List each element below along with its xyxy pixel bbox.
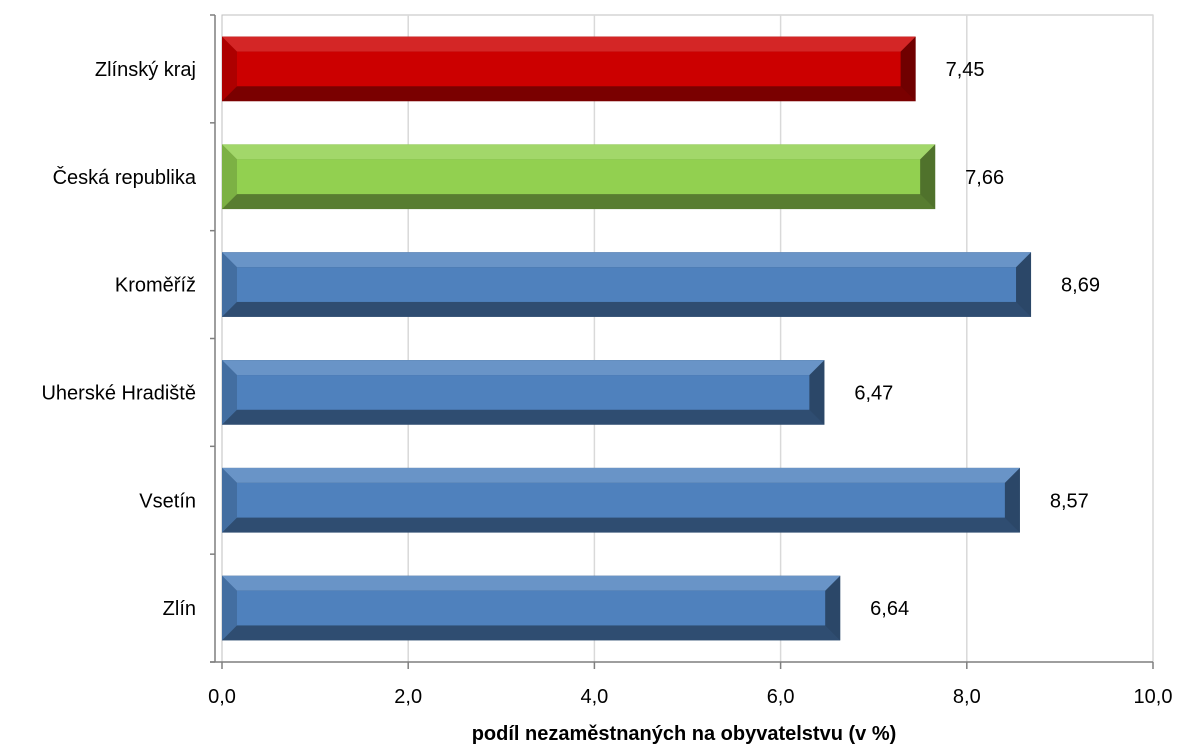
bar-face [237, 159, 921, 195]
bar [222, 467, 1020, 533]
data-label: 8,69 [1061, 275, 1100, 297]
bar-bevel-right [900, 36, 916, 102]
bar [222, 575, 841, 641]
labels: 7,45 Zlínský kraj 7,66 Česká republika 8,69 K… [41, 59, 1172, 708]
bar-bevel-top [222, 575, 841, 591]
x-tick-label: 6,0 [767, 686, 795, 708]
data-label: 6,47 [854, 382, 893, 404]
axes [210, 14, 1154, 669]
bar-bevel-top [222, 360, 825, 376]
bar-bevel-right [809, 360, 825, 425]
bar-bevel-right [825, 575, 841, 641]
bar-bevel-left [222, 360, 237, 425]
bar-bevel-left [222, 252, 237, 317]
bar-bevel-left [222, 36, 237, 102]
x-tick-label: 0,0 [208, 686, 236, 708]
category-label: Česká republika [53, 166, 197, 189]
data-label: 7,45 [946, 59, 985, 81]
bar-face [237, 267, 1017, 302]
bar-bevel-left [222, 467, 237, 533]
bar-bevel-top [222, 467, 1020, 483]
bar-bevel-top [222, 144, 936, 160]
bar-face [237, 590, 826, 626]
x-tick-label: 2,0 [394, 686, 422, 708]
category-label: Zlínský kraj [95, 59, 196, 81]
category-label: Zlín [163, 598, 196, 620]
category-label: Vsetín [139, 490, 196, 512]
bar-bevel-left [222, 575, 237, 641]
category-label: Kroměříž [115, 275, 196, 297]
bars [222, 36, 1032, 641]
x-tick-label: 10,0 [1134, 686, 1173, 708]
bar-bevel-right [1004, 467, 1020, 533]
gridlines [221, 14, 1154, 663]
data-label: 8,57 [1050, 490, 1089, 512]
bar [222, 360, 825, 425]
bar-face [237, 482, 1005, 518]
bar-bevel-top [222, 252, 1032, 268]
data-label: 6,64 [870, 598, 909, 620]
bar [222, 144, 936, 210]
bar-face [237, 51, 901, 87]
x-tick-label: 8,0 [953, 686, 981, 708]
bar-face [237, 375, 810, 410]
bar-bevel-left [222, 144, 237, 210]
bar [222, 36, 916, 102]
bar-bevel-right [1016, 252, 1032, 317]
data-label: 7,66 [965, 167, 1004, 189]
plot-area-border [221, 14, 1154, 663]
category-label: Uherské Hradiště [41, 382, 196, 404]
bar-bevel-right [920, 144, 936, 210]
bar [222, 252, 1032, 317]
x-axis-title: podíl nezaměstnaných na obyvatelstvu (v … [472, 723, 897, 744]
x-tick-label: 4,0 [580, 686, 608, 708]
bar-bevel-top [222, 36, 916, 52]
